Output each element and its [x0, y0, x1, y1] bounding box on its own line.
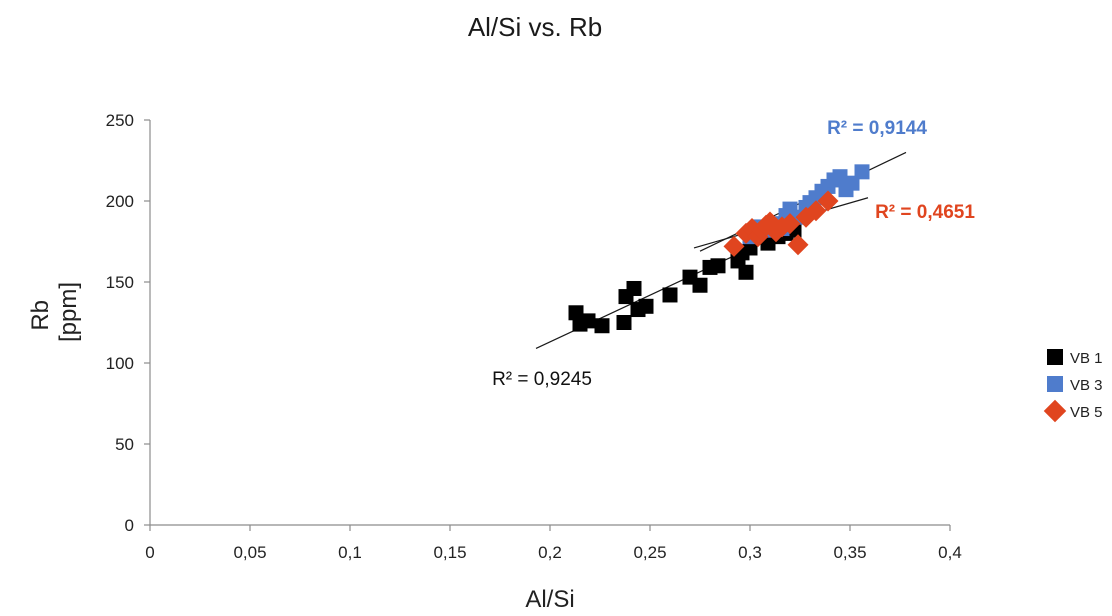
y-tick-label: 100 [106, 354, 134, 373]
y-axis-label: Rb [ppm] [27, 282, 82, 342]
x-tick-label: 0,25 [633, 543, 666, 562]
data-point [817, 190, 839, 212]
data-point [779, 213, 801, 235]
data-point [787, 234, 809, 256]
legend: VB 1 VB 3 VB 5 [1043, 349, 1103, 423]
x-tick-label: 0,3 [738, 543, 762, 562]
legend-item: VB 3 [1047, 376, 1103, 394]
y-tick-label: 200 [106, 192, 134, 211]
data-point [568, 305, 584, 321]
legend-marker [1043, 399, 1067, 423]
x-tick-label: 0 [145, 543, 154, 562]
x-tick-label: 0,05 [233, 543, 266, 562]
data-point [710, 258, 726, 274]
data-point [854, 164, 870, 180]
y-axis-label-line: [ppm] [55, 282, 82, 342]
data-point [580, 313, 596, 329]
data-point [805, 200, 827, 222]
x-axis-label: Al/Si [525, 586, 574, 613]
data-point [738, 264, 754, 280]
legend-label: VB 5 [1070, 404, 1103, 421]
x-tick-label: 0,4 [938, 543, 962, 562]
x-tick-label: 0,1 [338, 543, 362, 562]
data-point [638, 298, 654, 314]
r2-label: R² = 0,4651 [875, 202, 975, 223]
y-tick-label: 50 [115, 435, 134, 454]
data-point [626, 280, 642, 296]
data-points [568, 164, 870, 334]
legend-marker [1047, 376, 1063, 392]
y-axis-label-line: Rb [27, 300, 54, 331]
axes: 0 50 100 150 200 250 0 0,05 0,1 0,15 0,2 0,25 0,3 0,3… [106, 111, 962, 562]
r2-labels: R² = 0,9245 R² = 0,9144 R² = 0,4651 [492, 118, 975, 390]
y-tick-label: 150 [106, 273, 134, 292]
x-tick-label: 0,15 [433, 543, 466, 562]
data-point [594, 318, 610, 334]
r2-label: R² = 0,9144 [827, 118, 927, 139]
legend-item: VB 1 [1047, 349, 1103, 367]
r2-label: R² = 0,9245 [492, 369, 592, 390]
data-point [692, 277, 708, 293]
data-point [662, 287, 678, 303]
x-tick-label: 0,35 [833, 543, 866, 562]
legend-item: VB 5 [1043, 399, 1103, 423]
y-tick-label: 0 [125, 516, 134, 535]
legend-marker [1047, 349, 1063, 365]
chart-title: Al/Si vs. Rb [468, 12, 602, 42]
x-tick-label: 0,2 [538, 543, 562, 562]
data-point [723, 235, 745, 257]
data-point [742, 240, 758, 256]
legend-label: VB 3 [1070, 377, 1103, 394]
y-tick-label: 250 [106, 111, 134, 130]
data-point [844, 175, 860, 191]
legend-label: VB 1 [1070, 350, 1103, 367]
data-point [832, 169, 848, 185]
data-point [616, 315, 632, 330]
